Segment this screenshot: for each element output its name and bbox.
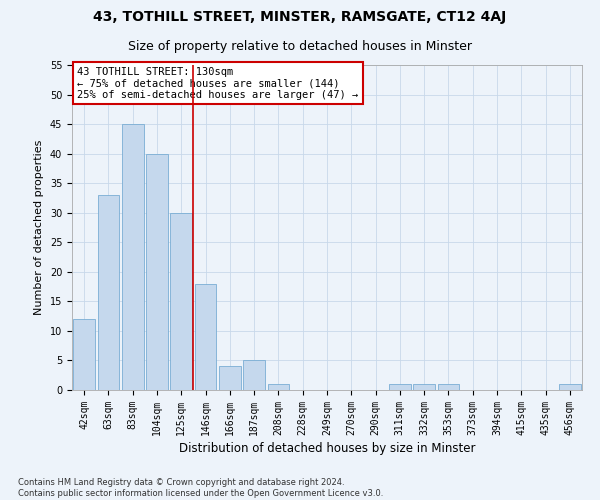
Text: Contains HM Land Registry data © Crown copyright and database right 2024.
Contai: Contains HM Land Registry data © Crown c…	[18, 478, 383, 498]
Y-axis label: Number of detached properties: Number of detached properties	[34, 140, 44, 315]
Text: Size of property relative to detached houses in Minster: Size of property relative to detached ho…	[128, 40, 472, 53]
Text: 43, TOTHILL STREET, MINSTER, RAMSGATE, CT12 4AJ: 43, TOTHILL STREET, MINSTER, RAMSGATE, C…	[94, 10, 506, 24]
Bar	[219, 366, 241, 390]
Bar	[73, 319, 95, 390]
Bar	[122, 124, 143, 390]
Bar	[559, 384, 581, 390]
Bar	[194, 284, 217, 390]
Bar	[146, 154, 168, 390]
X-axis label: Distribution of detached houses by size in Minster: Distribution of detached houses by size …	[179, 442, 475, 455]
Bar	[243, 360, 265, 390]
Bar	[437, 384, 460, 390]
Bar	[389, 384, 411, 390]
Bar	[413, 384, 435, 390]
Bar	[97, 195, 119, 390]
Bar	[170, 212, 192, 390]
Bar	[268, 384, 289, 390]
Text: 43 TOTHILL STREET: 130sqm
← 75% of detached houses are smaller (144)
25% of semi: 43 TOTHILL STREET: 130sqm ← 75% of detac…	[77, 66, 358, 100]
